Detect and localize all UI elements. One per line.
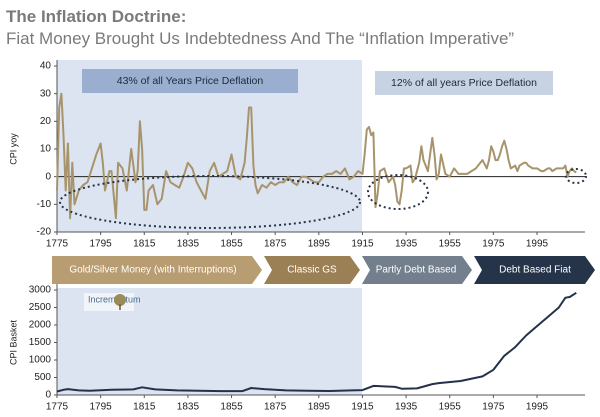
x-tick-label: 1975 [482, 402, 505, 413]
x-tick-label: 1895 [308, 402, 331, 413]
x-tick-label: 1895 [308, 239, 331, 250]
annotation-box [375, 71, 553, 95]
annotation-box [82, 69, 298, 93]
x-tick-label: 1775 [46, 239, 69, 250]
annotation: 43% of all Years Price Deflation [117, 75, 264, 87]
y-tick-label: 0 [45, 390, 51, 401]
x-tick-label: 1955 [439, 239, 462, 250]
era-arrow [264, 256, 360, 284]
y-tick-label: 0 [45, 171, 51, 182]
data-line [56, 291, 577, 393]
logo-tree [114, 294, 126, 306]
y-tick-label: 10 [40, 144, 52, 155]
y-tick-label: 3000 [29, 285, 52, 296]
deflation-ellipse [565, 168, 587, 184]
y-tick-label: -20 [37, 227, 52, 238]
title-line-2: Fiat Money Brought Us Indebtedness And T… [6, 29, 514, 48]
x-tick-label: 1795 [90, 239, 113, 250]
x-tick-label: 1835 [177, 239, 200, 250]
x-tick-label: 1915 [351, 239, 374, 250]
x-tick-label: 1875 [264, 239, 287, 250]
y-tick-label: -10 [37, 199, 52, 210]
x-tick-label: 1935 [395, 239, 418, 250]
y-tick-label: 2500 [29, 302, 52, 313]
era-arrow [474, 256, 595, 284]
x-tick-label: 1815 [133, 239, 156, 250]
y-tick-label: 20 [40, 116, 52, 127]
y-tick-label: 1000 [29, 355, 52, 366]
deflation-ellipse [59, 175, 361, 229]
x-tick-label: 1875 [264, 402, 287, 413]
x-tick-label: 1995 [526, 239, 549, 250]
y-axis-label: CPI yoy [8, 133, 18, 165]
era-label: Partly Debt Based [376, 265, 457, 276]
era-arrow [362, 256, 472, 284]
x-tick-label: 1995 [526, 402, 549, 413]
y-tick-label: 40 [40, 61, 52, 72]
data-line [56, 92, 577, 220]
era-arrow [52, 256, 262, 284]
y-tick-label: 30 [40, 88, 52, 99]
era-label: Gold/Silver Money (with Interruptions) [69, 265, 236, 276]
x-tick-label: 1775 [46, 402, 69, 413]
x-tick-label: 1955 [439, 402, 462, 413]
y-axis-label: CPI Basket [8, 319, 18, 365]
x-tick-label: 1855 [220, 402, 243, 413]
x-tick-label: 1975 [482, 239, 505, 250]
x-tick-label: 1855 [220, 239, 243, 250]
y-tick-label: 500 [34, 372, 51, 383]
era-label: Debt Based Fiat [499, 265, 571, 276]
x-tick-label: 1795 [90, 402, 113, 413]
annotation: 12% of all years Price Deflation [391, 77, 537, 89]
y-tick-label: 1500 [29, 337, 52, 348]
x-tick-label: 1935 [395, 402, 418, 413]
x-tick-label: 1815 [133, 402, 156, 413]
x-tick-label: 1915 [351, 402, 374, 413]
y-tick-label: 2000 [29, 320, 52, 331]
plots: -20 -10 0 10 20 30 40 1775 1795 1815 1835 1855 1875 1… [8, 60, 585, 413]
title-line-1: The Inflation Doctrine: [6, 7, 186, 26]
era-label: Classic GS [287, 265, 337, 276]
x-tick-label: 1835 [177, 402, 200, 413]
deflation-ellipse [367, 174, 429, 210]
